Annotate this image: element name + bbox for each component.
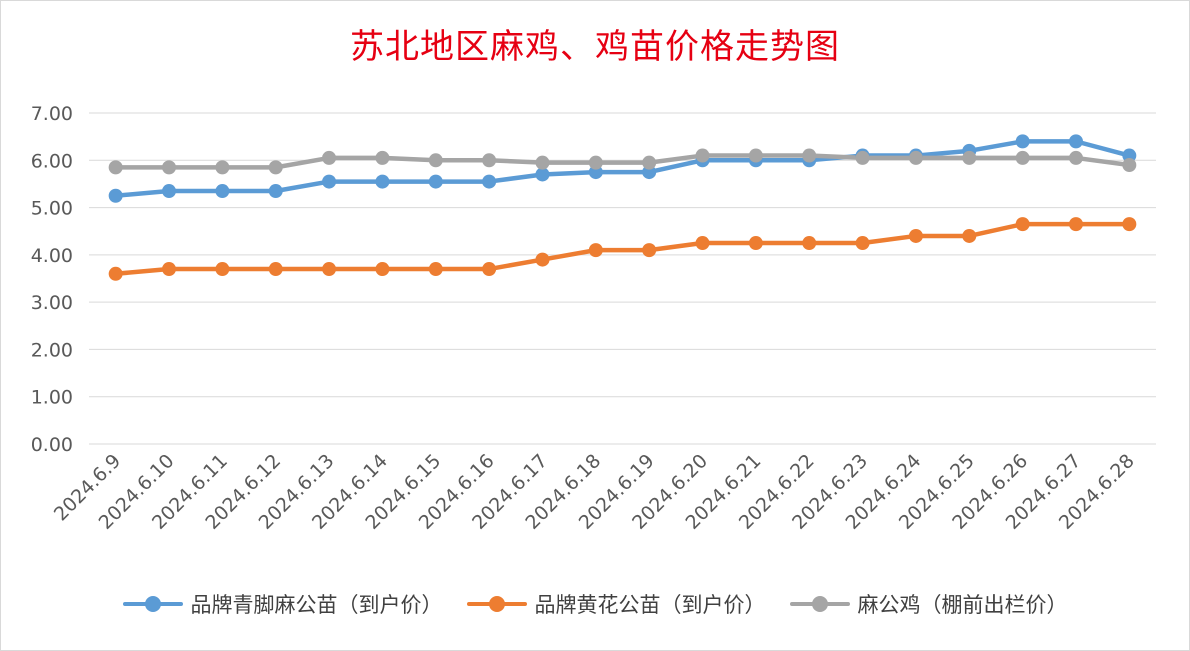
legend-item: 品牌黄花公苗（到户价） <box>466 589 766 619</box>
data-point <box>908 228 923 243</box>
data-point <box>428 153 443 168</box>
data-point <box>695 236 710 251</box>
data-point <box>1122 217 1137 232</box>
data-point <box>855 150 870 165</box>
y-tick-label: 1.00 <box>31 387 73 409</box>
data-point <box>162 262 177 277</box>
data-point <box>1122 158 1137 173</box>
data-point <box>322 150 337 165</box>
data-point <box>322 174 337 189</box>
data-point <box>482 174 497 189</box>
data-point <box>802 148 817 163</box>
data-point <box>962 150 977 165</box>
legend-item: 品牌青脚麻公苗（到户价） <box>122 589 443 619</box>
y-tick-label: 7.00 <box>31 103 73 125</box>
data-point <box>215 184 230 199</box>
data-point <box>162 160 177 175</box>
data-point <box>162 184 177 199</box>
data-point <box>268 262 283 277</box>
data-point <box>268 184 283 199</box>
data-point <box>748 236 763 251</box>
legend-label: 品牌青脚麻公苗（到户价） <box>190 593 443 617</box>
data-point <box>908 150 923 165</box>
legend-swatch <box>466 594 527 614</box>
data-point <box>588 155 603 170</box>
data-point <box>482 262 497 277</box>
data-point <box>748 148 763 163</box>
data-point <box>1015 150 1030 165</box>
data-point <box>855 236 870 251</box>
data-point <box>375 174 390 189</box>
data-point <box>802 236 817 251</box>
series-line <box>113 153 1132 170</box>
data-point <box>1068 150 1083 165</box>
legend-swatch <box>789 594 850 614</box>
data-point <box>962 228 977 243</box>
series-line <box>113 139 1132 198</box>
data-point <box>535 155 550 170</box>
chart-legend: 品牌青脚麻公苗（到户价） 品牌黄花公苗（到户价） 麻公鸡（棚前出栏价） <box>1 589 1189 619</box>
data-point <box>642 243 657 258</box>
data-point <box>108 160 123 175</box>
data-point <box>375 262 390 277</box>
legend-item: 麻公鸡（棚前出栏价） <box>789 589 1068 619</box>
chart-title: 苏北地区麻鸡、鸡苗价格走势图 <box>350 27 840 67</box>
data-point <box>268 160 283 175</box>
data-point <box>1015 134 1030 149</box>
data-point <box>215 160 230 175</box>
legend-swatch <box>122 594 183 614</box>
data-point <box>375 150 390 165</box>
series-line <box>113 221 1132 277</box>
y-tick-label: 5.00 <box>31 198 73 220</box>
data-point <box>535 252 550 267</box>
y-tick-label: 6.00 <box>31 150 73 172</box>
y-tick-label: 0.00 <box>31 434 73 456</box>
data-point <box>482 153 497 168</box>
data-point <box>108 188 123 203</box>
y-tick-label: 2.00 <box>31 339 73 361</box>
data-point <box>695 148 710 163</box>
data-point <box>108 266 123 281</box>
data-point <box>535 167 550 182</box>
data-point <box>1068 217 1083 232</box>
data-point <box>588 243 603 258</box>
data-point <box>1068 134 1083 149</box>
legend-label: 麻公鸡（棚前出栏价） <box>857 593 1068 617</box>
legend-label: 品牌黄花公苗（到户价） <box>534 593 766 617</box>
data-point <box>1015 217 1030 232</box>
data-point <box>642 155 657 170</box>
data-point <box>428 174 443 189</box>
data-point <box>322 262 337 277</box>
y-tick-label: 3.00 <box>31 292 73 314</box>
data-point <box>428 262 443 277</box>
y-tick-label: 4.00 <box>31 245 73 267</box>
data-point <box>215 262 230 277</box>
